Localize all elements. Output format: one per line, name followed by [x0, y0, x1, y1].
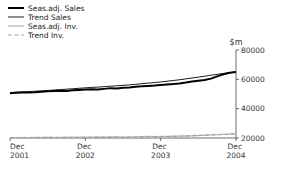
x-tick [10, 138, 11, 141]
series-line [10, 72, 236, 93]
y-tick-label: 40000 [241, 104, 265, 113]
y-tick [236, 79, 239, 80]
legend-swatch [8, 35, 24, 36]
x-tick-label: Dec 2003 [151, 142, 170, 160]
legend-label: Trend Sales [27, 13, 71, 22]
series-line [10, 134, 236, 138]
legend-swatch [8, 25, 24, 26]
y-axis [236, 50, 237, 138]
legend-swatch [8, 17, 24, 18]
series-line [10, 72, 236, 93]
x-tick-label: Dec 2002 [76, 142, 95, 160]
x-tick [85, 138, 86, 141]
y-tick-label: 60000 [241, 75, 265, 84]
y-tick [236, 50, 239, 51]
y-tick-label: 80000 [241, 46, 265, 55]
y-tick [236, 108, 239, 109]
y-tick [236, 138, 239, 139]
x-tick-label: Dec 2004 [226, 142, 245, 160]
legend-label: Seas.adj. Sales [28, 4, 85, 13]
x-tick [236, 138, 237, 141]
series-line [10, 134, 236, 138]
legend-swatch [8, 7, 24, 9]
y-tick-label: 20000 [241, 134, 265, 143]
chart: 20000 40000 60000 80000$m Dec 2001 Dec 2002 De… [0, 0, 283, 170]
x-tick-label: Dec 2001 [10, 142, 29, 160]
legend: Seas.adj. SalesTrend SalesSeas.adj. Inv.… [8, 4, 85, 40]
y-axis-label: $m [230, 38, 243, 47]
legend-label: Trend Inv. [27, 31, 64, 40]
plot-area [10, 72, 236, 138]
x-tick [160, 138, 161, 141]
legend-label: Seas.adj. Inv. [28, 22, 78, 31]
